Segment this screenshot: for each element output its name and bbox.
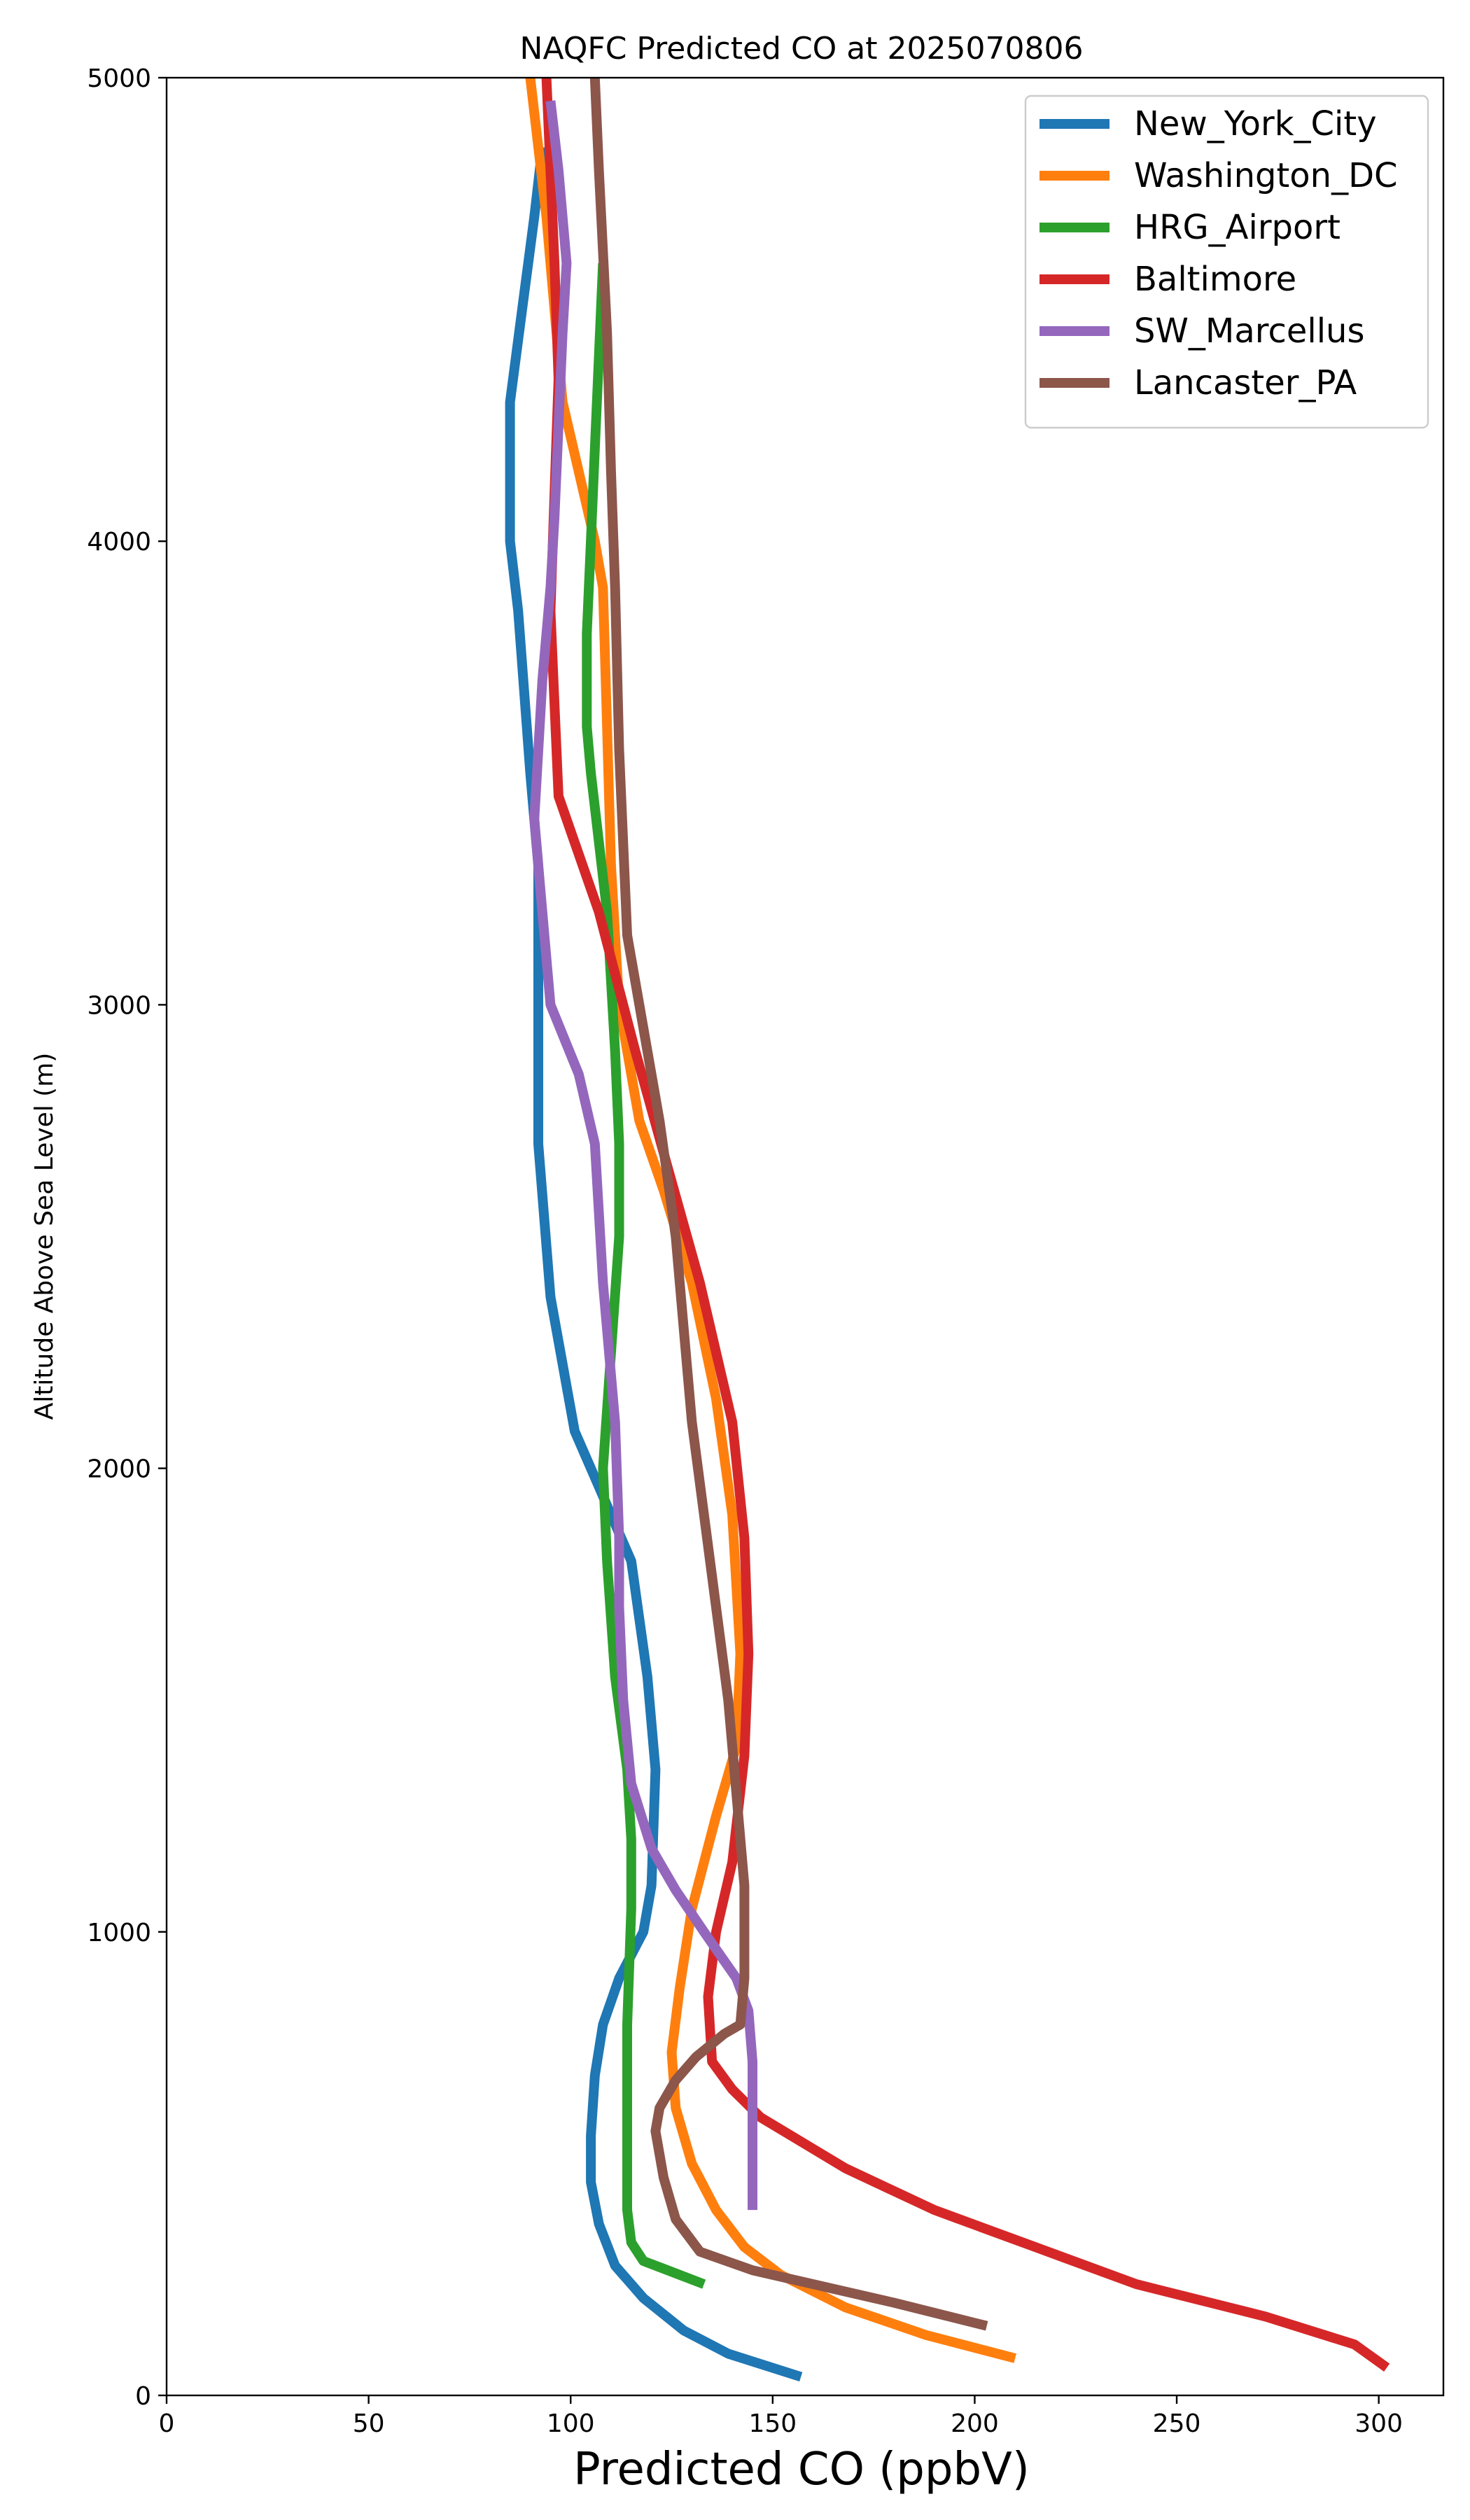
x-tick-label: 0	[159, 2409, 175, 2438]
legend-label: Baltimore	[1134, 260, 1296, 299]
series-line-lancaster-pa	[589, 77, 988, 2331]
y-tick-label: 5000	[87, 64, 151, 93]
chart-title: NAQFC Predicted CO at 2025070806	[520, 31, 1084, 66]
legend: New_York_City Washington_DC HRG_Airport Bal…	[1024, 94, 1429, 429]
x-tick-label: 300	[1354, 2409, 1403, 2438]
y-tick-label: 1000	[87, 1919, 151, 1947]
y-axis: 0 1000 2000 3000 4000 5000	[87, 64, 167, 2411]
y-tick-label: 4000	[87, 528, 151, 556]
x-axis-label: Predicted CO (ppbV)	[573, 2444, 1030, 2496]
series-layer	[505, 77, 1390, 2382]
x-tick-label: 50	[353, 2409, 385, 2438]
x-tick-label: 200	[951, 2409, 999, 2438]
y-tick-label: 3000	[87, 991, 151, 1020]
y-tick-label: 2000	[87, 1455, 151, 1484]
legend-label: New_York_City	[1134, 104, 1377, 144]
plot-frame	[165, 76, 1445, 2397]
x-tick-label: 250	[1153, 2409, 1201, 2438]
series-line-baltimore	[541, 77, 1390, 2372]
series-line-new-york-city	[505, 146, 803, 2382]
x-axis: 0 50 100 150 200 250 300	[159, 2395, 1403, 2438]
legend-label: Washington_DC	[1134, 156, 1398, 195]
plot-area	[165, 76, 1445, 2397]
series-line-sw-marcellus	[529, 100, 757, 2211]
legend-label: SW_Marcellus	[1134, 312, 1364, 351]
legend-label: Lancaster_PA	[1134, 363, 1357, 402]
y-tick-label: 0	[135, 2382, 151, 2411]
series-line-washington-dc	[525, 77, 1016, 2363]
y-axis-label: Altitude Above Sea Level (m)	[30, 1053, 59, 1420]
legend-label: HRG_Airport	[1134, 208, 1340, 247]
legend-box	[1024, 94, 1429, 429]
x-tick-label: 100	[547, 2409, 595, 2438]
series-line-hrg-airport	[582, 262, 706, 2289]
x-tick-label: 150	[748, 2409, 797, 2438]
